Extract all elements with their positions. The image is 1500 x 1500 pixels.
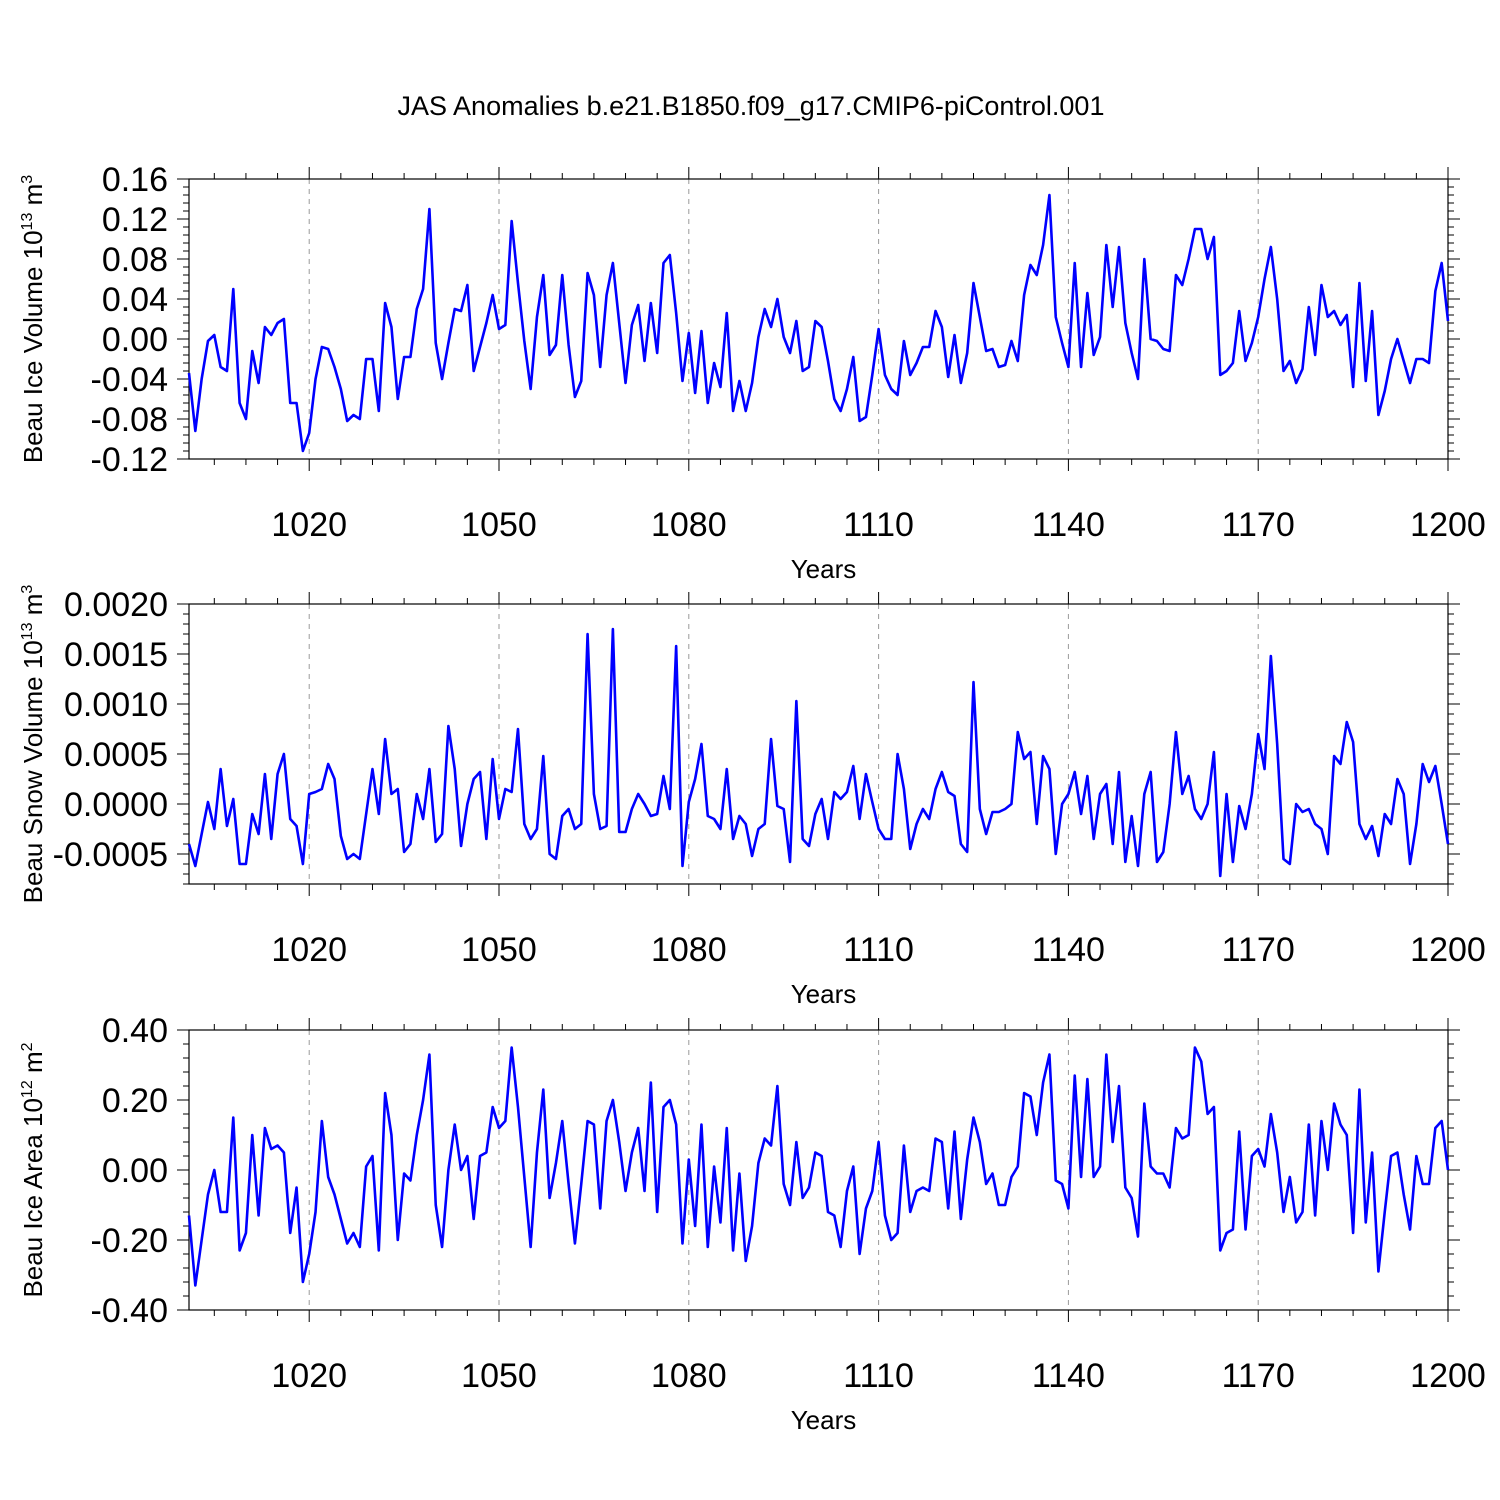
x-tick-label: 1200	[1410, 1357, 1486, 1395]
series-line	[187, 1046, 1450, 1287]
y-tick-label: 0.0010	[64, 686, 168, 724]
y-tick-label: -0.20	[91, 1222, 169, 1260]
x-tick-label: 1020	[271, 1357, 347, 1395]
y-tick-label: 0.20	[102, 1082, 168, 1120]
y-tick-label: 0.16	[102, 161, 168, 199]
x-tick-label: 1050	[461, 1357, 537, 1395]
x-tick-label: 1080	[651, 1357, 727, 1395]
x-tick-label: 1020	[271, 506, 347, 544]
y-tick-label: 0.12	[102, 201, 168, 239]
y-tick-label: 0.00	[102, 321, 168, 359]
y-axis-label: Beau Ice Volume 1013 m3	[18, 175, 48, 463]
chart-title: JAS Anomalies b.e21.B1850.f09_g17.CMIP6-…	[398, 91, 1105, 121]
chart-panel-2: 1020 1050 1080 1110 1140 1170 1200 -0.0005 0.000…	[18, 585, 1486, 1009]
y-axis-label: Beau Snow Volume 1013 m3	[18, 585, 48, 904]
x-tick-label: 1080	[651, 931, 727, 969]
y-tick-label: 0.0015	[64, 636, 168, 674]
x-tick-label: 1200	[1410, 931, 1486, 969]
y-tick-label: 0.0000	[64, 786, 168, 824]
x-tick-label: 1140	[1032, 506, 1105, 544]
x-tick-label: 1110	[843, 931, 914, 969]
x-tick-label: 1050	[461, 506, 537, 544]
x-tick-label: 1170	[1222, 931, 1295, 969]
series-line	[187, 193, 1450, 453]
x-tick-label: 1140	[1032, 1357, 1105, 1395]
x-tick-label: 1170	[1222, 1357, 1295, 1395]
y-tick-label: 0.0005	[64, 736, 168, 774]
plot-frame	[188, 178, 1449, 460]
y-tick-label: -0.0005	[53, 836, 168, 874]
y-axis-label: Beau Ice Area 1012 m2	[18, 1042, 48, 1297]
plot-frame	[188, 1029, 1449, 1311]
x-axis-label: Years	[791, 1405, 857, 1435]
y-tick-label: 0.0020	[64, 586, 168, 624]
x-tick-label: 1200	[1410, 506, 1486, 544]
x-tick-label: 1110	[843, 506, 914, 544]
x-axis-label: Years	[791, 979, 857, 1009]
chart-panel-3: 1020 1050 1080 1110 1140 1170 1200 -0.40 -0.20 0.…	[18, 1012, 1486, 1435]
y-tick-label: -0.04	[91, 361, 169, 399]
y-tick-label: 0.40	[102, 1012, 168, 1050]
x-tick-label: 1140	[1032, 931, 1105, 969]
x-axis-label: Years	[791, 554, 857, 584]
y-tick-label: -0.08	[91, 401, 169, 439]
chart-panel-1: 1020 1050 1080 1110 1140 1170 1200 -0.12-0.08-0…	[18, 161, 1486, 584]
x-tick-label: 1080	[651, 506, 727, 544]
y-tick-label: 0.04	[102, 281, 168, 319]
y-tick-label: 0.00	[102, 1152, 168, 1190]
y-tick-label: 0.08	[102, 241, 168, 279]
series-line	[187, 627, 1450, 878]
x-tick-label: 1170	[1222, 506, 1295, 544]
y-tick-label: -0.40	[91, 1292, 169, 1330]
y-tick-label: -0.12	[91, 441, 169, 479]
x-tick-label: 1020	[271, 931, 347, 969]
x-tick-label: 1050	[461, 931, 537, 969]
x-tick-label: 1110	[843, 1357, 914, 1395]
